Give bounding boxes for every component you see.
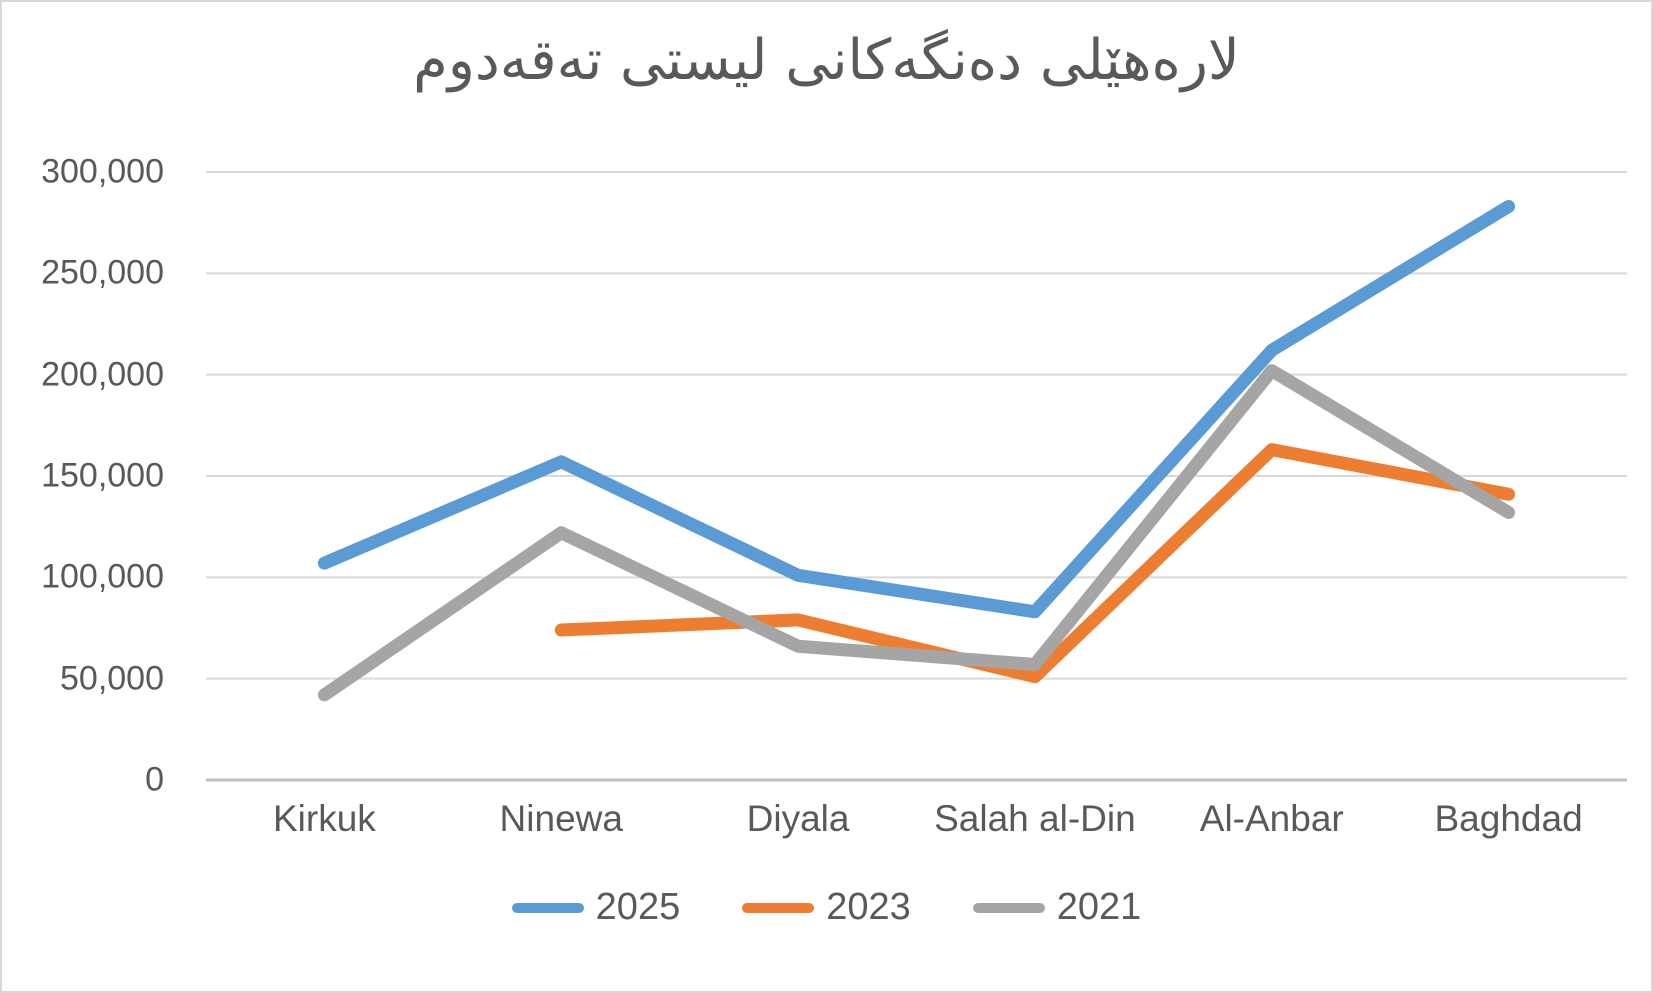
y-tick-label: 50,000 [60,659,164,698]
y-tick-label: 100,000 [41,557,164,596]
legend-swatch-icon [972,902,1045,913]
y-tick-label: 300,000 [41,152,164,191]
y-tick-label: 150,000 [41,456,164,495]
x-category-label: Salah al-Din [934,798,1136,839]
series-line-2023 [554,443,1516,684]
y-tick-label: 250,000 [41,253,164,292]
legend: 2025 2023 2021 [2,886,1651,929]
legend-item-2023: 2023 [742,886,911,929]
y-tick-label: 0 [145,760,164,799]
legend-swatch-icon [742,902,815,913]
y-tick-label: 200,000 [41,355,164,394]
legend-swatch-icon [511,902,584,913]
legend-item-2025: 2025 [511,886,681,929]
x-category-label: Baghdad [1434,798,1583,839]
legend-label: 2023 [826,886,911,928]
x-category-label: Ninewa [499,798,623,839]
legend-label: 2025 [595,886,681,928]
legend-label: 2021 [1056,886,1142,928]
series-line-2021 [317,364,1516,702]
x-category-label: Diyala [746,798,850,839]
x-category-label: Kirkuk [273,798,376,839]
y-axis-labels: 0 50,000 100,000 150,000 200,000 250,000 300,0… [2,2,170,991]
series-line-2025 [317,199,1516,619]
legend-item-2021: 2021 [972,886,1142,929]
chart-title: لارەهێلی دەنگەکانی لیستی تەقەدوم [413,28,1240,93]
x-category-label: Al-Anbar [1199,798,1344,839]
